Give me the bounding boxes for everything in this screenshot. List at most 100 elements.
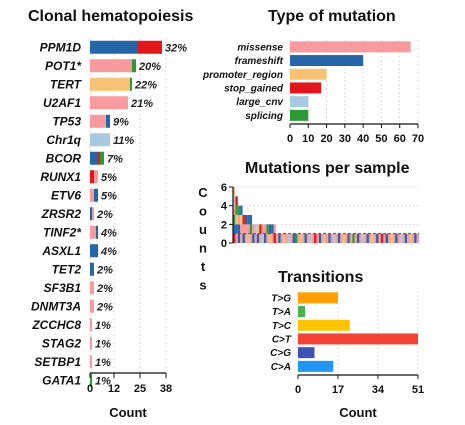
percent-label: 4% xyxy=(100,227,117,239)
gene-label: ZRSR2 xyxy=(41,207,82,221)
transitions-x-tick-label: 17 xyxy=(332,384,344,396)
gene-label: PPM1D xyxy=(40,40,82,54)
type-x-tick-label: 60 xyxy=(394,133,406,145)
percent-label: 1% xyxy=(95,375,111,387)
transitions-x-tick-label: 34 xyxy=(372,384,385,396)
mutation-type-label: frameshift xyxy=(235,56,284,67)
sample-bar-segment xyxy=(378,233,381,243)
sample-bar-segment xyxy=(249,224,253,234)
counts-axis-letter: o xyxy=(199,204,207,219)
gene-label: ASXL1 xyxy=(41,244,81,258)
sample-bar-segment xyxy=(383,233,386,243)
clonal-bar-segment xyxy=(90,336,92,350)
sample-bar-segment xyxy=(244,224,248,243)
sample-bar-segment xyxy=(242,233,245,243)
clonal-bar-segment xyxy=(90,96,128,110)
type-of-mutation-panel: Type of mutation missense frameshift promo… xyxy=(202,8,424,145)
sample-bar-segment xyxy=(333,233,336,243)
counts-axis-letter: C xyxy=(198,185,208,200)
gene-label: Chr1q xyxy=(46,133,81,147)
sample-bar-segment xyxy=(266,224,269,234)
sample-bar-segment xyxy=(371,233,374,243)
type-x-tick-label: 0 xyxy=(287,133,293,145)
mutation-type-label: stop_gained xyxy=(224,83,284,94)
mutation-type-label: large_cnv xyxy=(236,97,284,108)
sample-bar-segment xyxy=(299,233,303,243)
sample-bar-segment xyxy=(304,233,307,243)
sample-bar-segment xyxy=(264,233,267,243)
counts-axis-letter: n xyxy=(199,241,207,256)
clonal-gene-labels: PPM1D POT1* TERT U2AF1 TP53 Chr1q BCOR RUNX1 ETV… xyxy=(31,40,83,387)
clonal-bar-segment xyxy=(90,170,94,184)
clonal-x-tick-label: 25 xyxy=(134,383,146,395)
clonal-x-tick-label: 12 xyxy=(108,383,120,395)
gene-label: DNMT3A xyxy=(31,299,81,313)
sample-bar-segment xyxy=(256,224,260,234)
clonal-bar-segment xyxy=(90,59,132,73)
clonal-bar-segment xyxy=(90,262,94,276)
sample-bar-segment xyxy=(252,224,255,234)
sample-bar-segment xyxy=(242,215,245,225)
transition-bar xyxy=(298,333,418,345)
mutations-per-sample-title: Mutations per sample xyxy=(245,160,410,177)
sample-y-tick-label: 2 xyxy=(221,219,227,231)
clonal-x-axis: 0 12 25 38 xyxy=(87,372,172,395)
mutation-type-label: promoter_region xyxy=(202,70,283,81)
clonal-bar-segment xyxy=(90,225,96,239)
sample-bar-segment xyxy=(297,233,300,243)
sample-bar-segment xyxy=(261,224,264,234)
type-of-mutation-title: Type of mutation xyxy=(268,8,396,25)
type-grid xyxy=(289,40,419,123)
gene-label: POT1* xyxy=(45,59,82,73)
sample-bar-segment xyxy=(240,205,243,215)
clonal-bar-segment xyxy=(94,170,98,184)
sample-bar-segment xyxy=(266,233,269,243)
sample-bar-segment xyxy=(335,233,338,243)
percent-label: 5% xyxy=(101,172,117,184)
sample-bar-segment xyxy=(366,233,369,243)
sample-bar-segment xyxy=(380,233,384,243)
transitions-title: Transitions xyxy=(278,269,363,286)
clonal-bar-segment xyxy=(90,40,138,54)
gene-label: RUNX1 xyxy=(40,170,81,184)
sample-bar-segment xyxy=(373,233,377,243)
clonal-bar-segment xyxy=(90,77,130,91)
transitions-x-axis: 0 17 34 51 xyxy=(295,374,424,396)
sample-bar-segment xyxy=(235,205,238,215)
gene-label: STAG2 xyxy=(42,336,81,350)
clonal-bars xyxy=(90,40,162,387)
sample-bar-segment xyxy=(235,215,238,225)
sample-bar-segment xyxy=(256,233,260,243)
clonal-bar-segment xyxy=(138,40,162,54)
clonal-bar-segment xyxy=(90,133,110,147)
transitions-x-tick-label: 51 xyxy=(412,384,424,396)
clonal-hematopoiesis-title: Clonal hematopoiesis xyxy=(28,8,193,25)
mutation-type-label: missense xyxy=(237,42,283,53)
type-x-tick-label: 40 xyxy=(357,133,369,145)
sample-bar-segment xyxy=(271,233,274,243)
sample-bar-segment xyxy=(285,233,288,243)
sample-bar-segment xyxy=(259,224,262,234)
sample-bar-segment xyxy=(397,233,400,243)
sample-bar-segment xyxy=(326,233,329,243)
sample-y-tick-label: 4 xyxy=(221,201,228,213)
gene-label: SETBP1 xyxy=(34,355,81,369)
type-x-tick-label: 30 xyxy=(339,133,351,145)
mutation-type-bar xyxy=(290,82,322,94)
sample-bar-segment xyxy=(261,233,264,243)
percent-label: 2% xyxy=(96,264,113,276)
transition-label: C>A xyxy=(271,362,291,373)
type-category-labels: missense frameshift promoter_region stop_ga… xyxy=(202,42,284,122)
sample-bar-segment xyxy=(240,215,243,225)
clonal-bar-segment xyxy=(106,114,110,128)
sample-bar-segment xyxy=(240,224,243,243)
clonal-x-axis-title: Count xyxy=(109,405,147,420)
sample-bar-segment xyxy=(316,233,319,243)
sample-bar-segment xyxy=(247,224,250,234)
sample-bar-segment xyxy=(252,233,255,243)
sample-bar-segment xyxy=(268,224,272,234)
clonal-bar-segment xyxy=(100,151,104,165)
sample-y-axis: 0 2 4 6 xyxy=(221,182,234,250)
